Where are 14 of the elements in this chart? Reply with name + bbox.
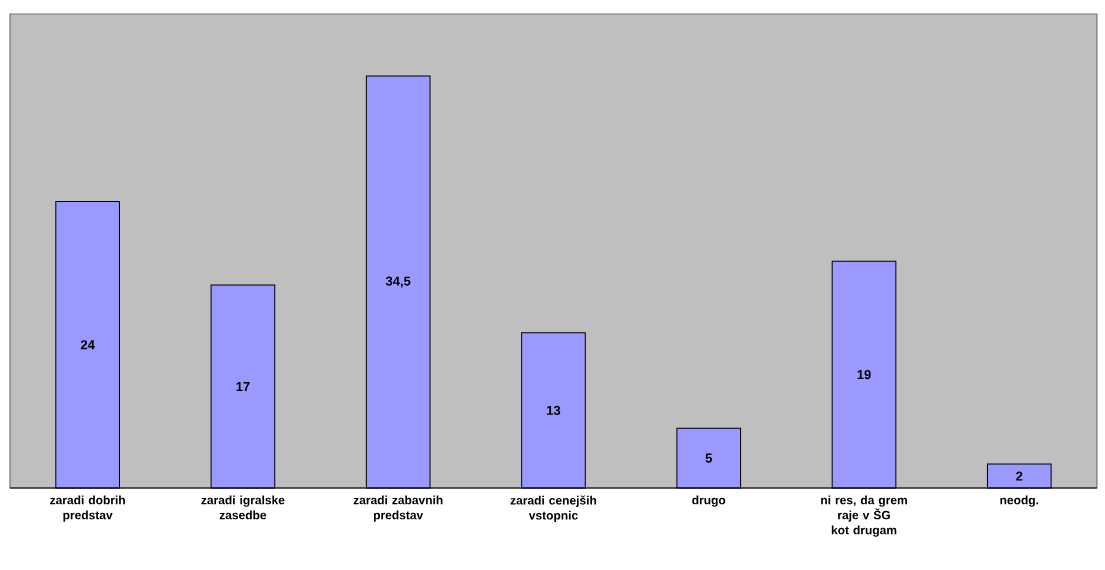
x-tick-label: zaradi igralske zasedbe [201, 495, 285, 520]
data-label: 24 [80, 340, 95, 350]
data-label: 34,5 [385, 276, 411, 288]
x-tick-label: zaradi dobrih predstav [50, 495, 125, 522]
x-tick-label: zaradi cenejših vstopnic [510, 495, 597, 522]
x-tick-label: ni res, da grem raje v ŠG kot drugam [821, 495, 907, 537]
data-label: 19 [857, 369, 871, 380]
data-label: 5 [705, 453, 712, 463]
data-label: 13 [547, 405, 561, 415]
x-tick-label: zaradi zabavnih predstav [353, 495, 443, 522]
x-tick-label: drugo [692, 495, 726, 507]
x-tick-label: neodg. [1000, 495, 1039, 507]
data-label: 17 [236, 382, 250, 391]
data-label: 2 [1016, 471, 1023, 481]
